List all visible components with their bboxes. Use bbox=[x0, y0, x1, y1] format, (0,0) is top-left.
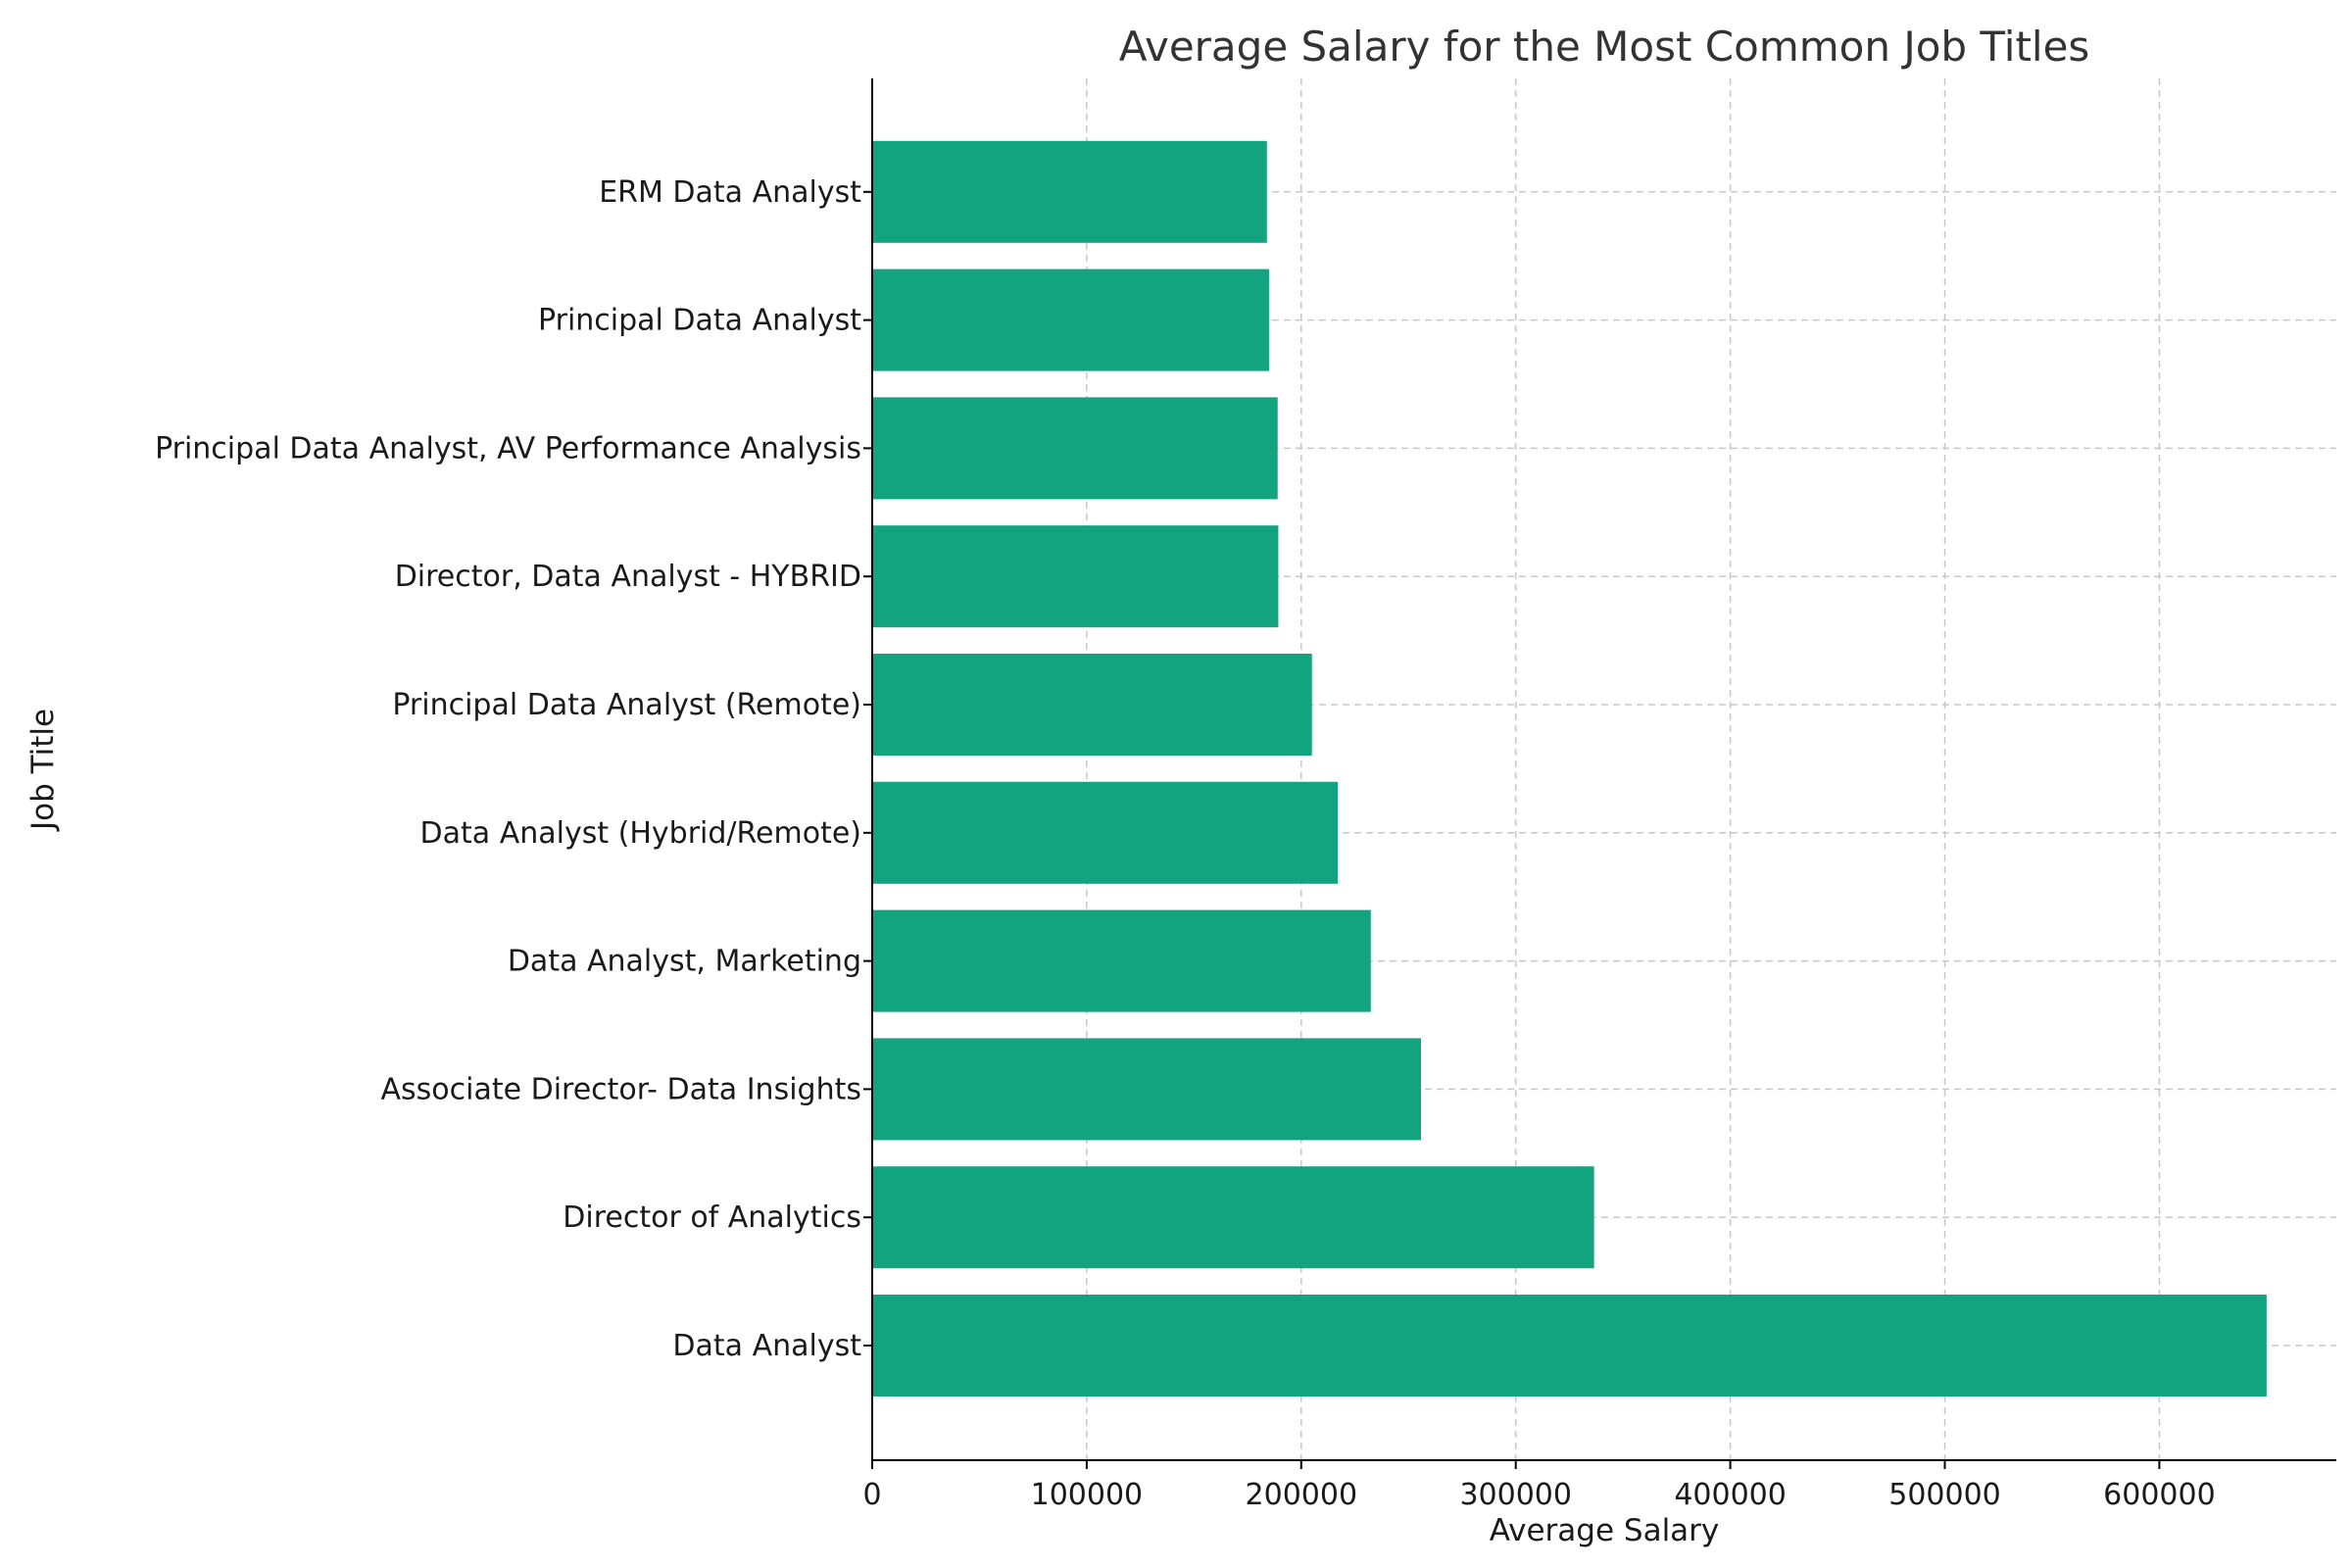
y-tick-label: Data Analyst bbox=[672, 1329, 861, 1363]
y-tick-label: Director of Analytics bbox=[563, 1200, 861, 1235]
axes bbox=[871, 78, 2336, 1461]
y-tick-label: ERM Data Analyst bbox=[599, 175, 861, 210]
y-tick-label: Associate Director- Data Insights bbox=[380, 1072, 861, 1106]
y-tick-label: Principal Data Analyst (Remote) bbox=[392, 688, 861, 722]
bar bbox=[872, 654, 1312, 756]
y-axis-label: Job Title bbox=[25, 709, 61, 832]
bar bbox=[872, 909, 1371, 1012]
x-axis-label: Average Salary bbox=[1490, 1513, 1720, 1548]
bar bbox=[872, 525, 1279, 628]
bar bbox=[872, 1038, 1422, 1141]
bars bbox=[872, 140, 2267, 1396]
x-tick-label: 400000 bbox=[1674, 1478, 1787, 1512]
bar bbox=[872, 269, 1269, 371]
x-tick-label: 600000 bbox=[2103, 1478, 2216, 1512]
x-tick-label: 500000 bbox=[1888, 1478, 2001, 1512]
bar bbox=[872, 781, 1339, 884]
x-tick-label: 300000 bbox=[1459, 1478, 1572, 1512]
bar bbox=[872, 140, 1267, 243]
y-axis-ticks: Data Analyst Director of Analytics Associa… bbox=[155, 175, 872, 1363]
bar bbox=[872, 397, 1278, 500]
x-tick-label: 100000 bbox=[1031, 1478, 1144, 1512]
y-tick-label: Principal Data Analyst bbox=[538, 304, 861, 338]
bar bbox=[872, 1166, 1594, 1269]
chart-title: Average Salary for the Most Common Job T… bbox=[1119, 23, 2090, 71]
y-tick-label: Data Analyst (Hybrid/Remote) bbox=[420, 816, 861, 851]
y-tick-label: Director, Data Analyst - HYBRID bbox=[395, 560, 861, 594]
y-tick-label: Principal Data Analyst, AV Performance A… bbox=[155, 431, 861, 466]
bar bbox=[872, 1295, 2267, 1396]
x-tick-label: 200000 bbox=[1246, 1478, 1358, 1512]
x-axis-ticks: 0 100000 200000 300000 400000 500000 600000 bbox=[862, 1460, 2216, 1512]
x-tick-label: 0 bbox=[862, 1478, 881, 1512]
y-tick-label: Data Analyst, Marketing bbox=[508, 945, 861, 979]
